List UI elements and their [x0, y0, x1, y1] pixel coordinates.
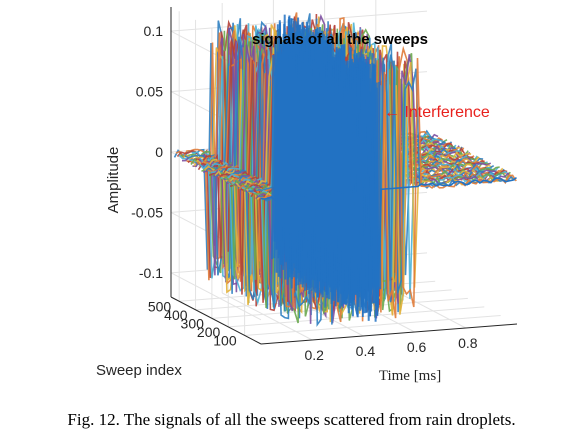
time-tick-label: 0.2 — [304, 347, 324, 363]
amplitude-tick-label: 0.1 — [144, 23, 164, 39]
time-tick-label: 0.6 — [407, 339, 427, 355]
sweep-trace — [260, 56, 517, 323]
amplitude-tick-label: 0 — [155, 144, 163, 160]
sweep-index-tick-label: 200 — [197, 324, 221, 340]
sweep-index-axis-label: Sweep index — [96, 362, 182, 379]
amplitude-tick-label: -0.1 — [139, 265, 163, 281]
time-axis-label: Time [ms] — [379, 368, 441, 384]
time-ticks: 0.2 0.4 0.6 0.8 — [304, 335, 477, 363]
sweep-index-tick-label: 400 — [164, 307, 188, 323]
amplitude-ticks: 0.1 0.05 0 -0.05 -0.1 — [131, 23, 163, 281]
sweep-index-tick-label: 300 — [181, 315, 205, 331]
time-tick-label: 0.4 — [356, 343, 376, 359]
amplitude-tick-label: -0.05 — [131, 204, 163, 220]
amplitude-tick-label: 0.05 — [136, 84, 163, 100]
interference-annotation: ← Interference — [384, 104, 490, 121]
interference-trace — [271, 14, 297, 278]
time-tick-label: 0.8 — [458, 335, 478, 351]
sweep-index-tick-label: 100 — [213, 332, 237, 348]
figure-caption: Fig. 12. The signals of all the sweeps s… — [67, 410, 516, 429]
chart-axes — [170, 7, 518, 345]
amplitude-axis-label: Amplitude — [105, 147, 122, 214]
chart-title: signals of all the sweeps — [252, 31, 428, 48]
sweep-traces — [173, 12, 517, 328]
sweep-trace-front — [260, 63, 517, 318]
sweep-index-tick-label: 500 — [148, 298, 172, 314]
